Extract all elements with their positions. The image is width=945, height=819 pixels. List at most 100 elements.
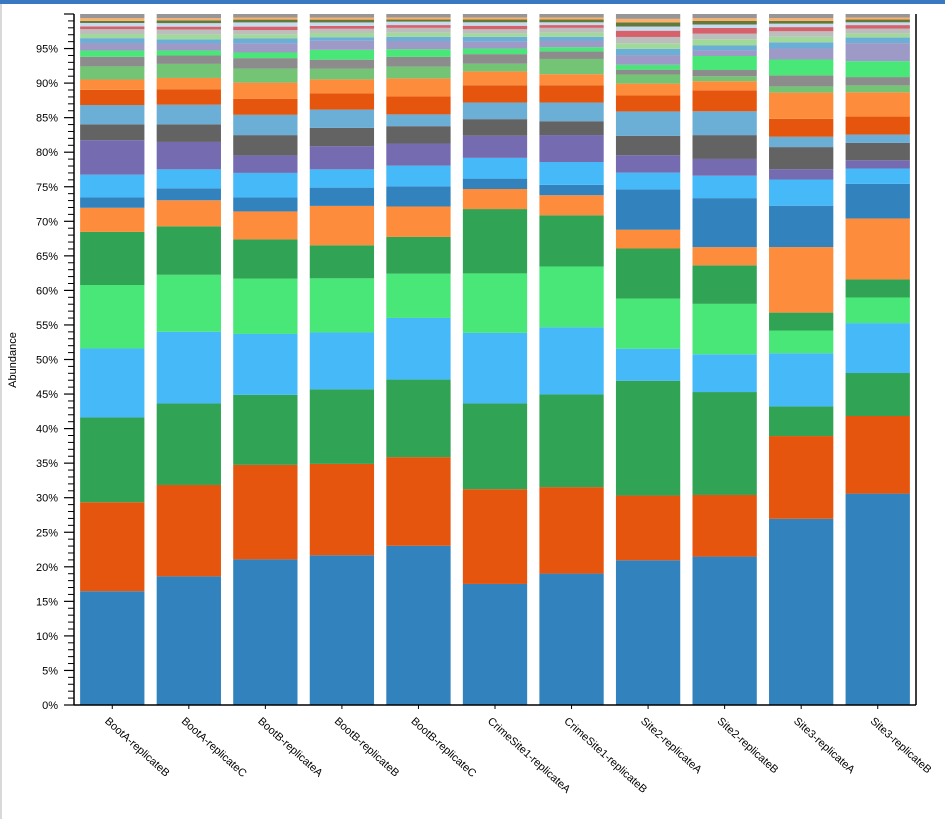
bar-segment[interactable] <box>80 140 145 175</box>
bar-segment[interactable] <box>309 19 375 23</box>
bar-segment[interactable] <box>539 19 604 23</box>
bar-segment[interactable] <box>769 169 834 180</box>
bar-segment[interactable] <box>80 591 145 705</box>
bar-segment[interactable] <box>233 98 298 115</box>
bar-segment[interactable] <box>615 18 681 23</box>
bar-segment[interactable] <box>233 211 298 240</box>
bar-segment[interactable] <box>692 50 757 57</box>
bar-segment[interactable] <box>386 21 451 26</box>
bar-segment[interactable] <box>769 36 834 43</box>
bar-segment[interactable] <box>769 518 834 705</box>
bar-segment[interactable] <box>769 247 834 313</box>
bar-segment[interactable] <box>692 392 757 495</box>
bar-segment[interactable] <box>156 50 221 56</box>
bar-segment[interactable] <box>692 354 757 393</box>
bar-segment[interactable] <box>539 58 604 75</box>
bar-segment[interactable] <box>769 14 834 19</box>
bar-segment[interactable] <box>80 66 145 80</box>
bar-segment[interactable] <box>80 26 145 30</box>
bar-segment[interactable] <box>769 18 834 21</box>
bar-segment[interactable] <box>615 155 681 173</box>
bar-segment[interactable] <box>692 70 757 77</box>
bar-segment[interactable] <box>386 379 451 458</box>
bar-segment[interactable] <box>462 178 528 189</box>
bar-segment[interactable] <box>80 174 145 198</box>
bar-segment[interactable] <box>80 285 145 349</box>
bar-segment[interactable] <box>386 56 451 67</box>
bar-segment[interactable] <box>539 74 604 86</box>
bar-segment[interactable] <box>539 121 604 136</box>
bar-segment[interactable] <box>539 85 604 103</box>
bar-segment[interactable] <box>233 135 298 156</box>
bar-segment[interactable] <box>386 545 451 705</box>
bar-segment[interactable] <box>233 559 298 705</box>
bar-segment[interactable] <box>233 43 298 53</box>
bar-segment[interactable] <box>80 22 145 27</box>
bar-segment[interactable] <box>845 77 910 86</box>
bar-segment[interactable] <box>615 55 681 65</box>
bar-segment[interactable] <box>156 141 221 170</box>
bar-segment[interactable] <box>845 297 910 324</box>
bar-segment[interactable] <box>845 323 910 374</box>
bar-segment[interactable] <box>156 274 221 332</box>
bar-segment[interactable] <box>692 158 757 176</box>
bar-segment[interactable] <box>845 373 910 416</box>
bar-segment[interactable] <box>309 187 375 206</box>
bar-segment[interactable] <box>462 119 528 136</box>
bar-segment[interactable] <box>462 48 528 55</box>
bar-segment[interactable] <box>309 59 375 69</box>
bar-segment[interactable] <box>386 317 451 380</box>
bar-segment[interactable] <box>386 19 451 22</box>
bar-segment[interactable] <box>615 48 681 56</box>
bar-segment[interactable] <box>156 104 221 125</box>
bar-segment[interactable] <box>692 14 757 19</box>
bar-segment[interactable] <box>539 573 604 705</box>
bar-segment[interactable] <box>845 160 910 169</box>
bar-segment[interactable] <box>462 189 528 210</box>
bar-segment[interactable] <box>539 135 604 163</box>
bar-segment[interactable] <box>845 142 910 161</box>
bar-segment[interactable] <box>539 40 604 48</box>
bar-segment[interactable] <box>156 29 221 35</box>
bar-segment[interactable] <box>462 489 528 584</box>
bar-segment[interactable] <box>233 22 298 27</box>
bar-segment[interactable] <box>692 76 757 82</box>
bar-segment[interactable] <box>462 41 528 49</box>
bar-segment[interactable] <box>156 77 221 90</box>
bar-segment[interactable] <box>80 231 145 286</box>
bar-segment[interactable] <box>309 555 375 705</box>
bar-segment[interactable] <box>386 206 451 237</box>
bar-segment[interactable] <box>615 495 681 561</box>
bar-segment[interactable] <box>233 30 298 35</box>
bar-segment[interactable] <box>615 26 681 31</box>
bar-segment[interactable] <box>386 457 451 546</box>
bar-segment[interactable] <box>80 502 145 592</box>
bar-segment[interactable] <box>539 394 604 488</box>
bar-segment[interactable] <box>462 36 528 42</box>
bar-segment[interactable] <box>462 102 528 120</box>
bar-segment[interactable] <box>309 79 375 94</box>
bar-segment[interactable] <box>769 59 834 76</box>
bar-segment[interactable] <box>156 576 221 705</box>
bar-segment[interactable] <box>309 205 375 246</box>
bar-segment[interactable] <box>309 68 375 80</box>
bar-segment[interactable] <box>462 54 528 64</box>
bar-segment[interactable] <box>539 487 604 574</box>
bar-segment[interactable] <box>769 20 834 24</box>
bar-segment[interactable] <box>692 556 757 705</box>
bar-segment[interactable] <box>845 28 910 34</box>
bar-segment[interactable] <box>80 105 145 125</box>
bar-segment[interactable] <box>462 583 528 705</box>
bar-segment[interactable] <box>845 14 910 18</box>
bar-segment[interactable] <box>80 417 145 503</box>
bar-segment[interactable] <box>692 56 757 71</box>
bar-segment[interactable] <box>462 273 528 333</box>
bar-segment[interactable] <box>462 135 528 158</box>
bar-segment[interactable] <box>615 189 681 230</box>
bar-segment[interactable] <box>233 394 298 465</box>
bar-segment[interactable] <box>309 22 375 26</box>
bar-segment[interactable] <box>462 22 528 26</box>
bar-segment[interactable] <box>692 265 757 304</box>
bar-segment[interactable] <box>845 183 910 219</box>
bar-segment[interactable] <box>309 109 375 128</box>
